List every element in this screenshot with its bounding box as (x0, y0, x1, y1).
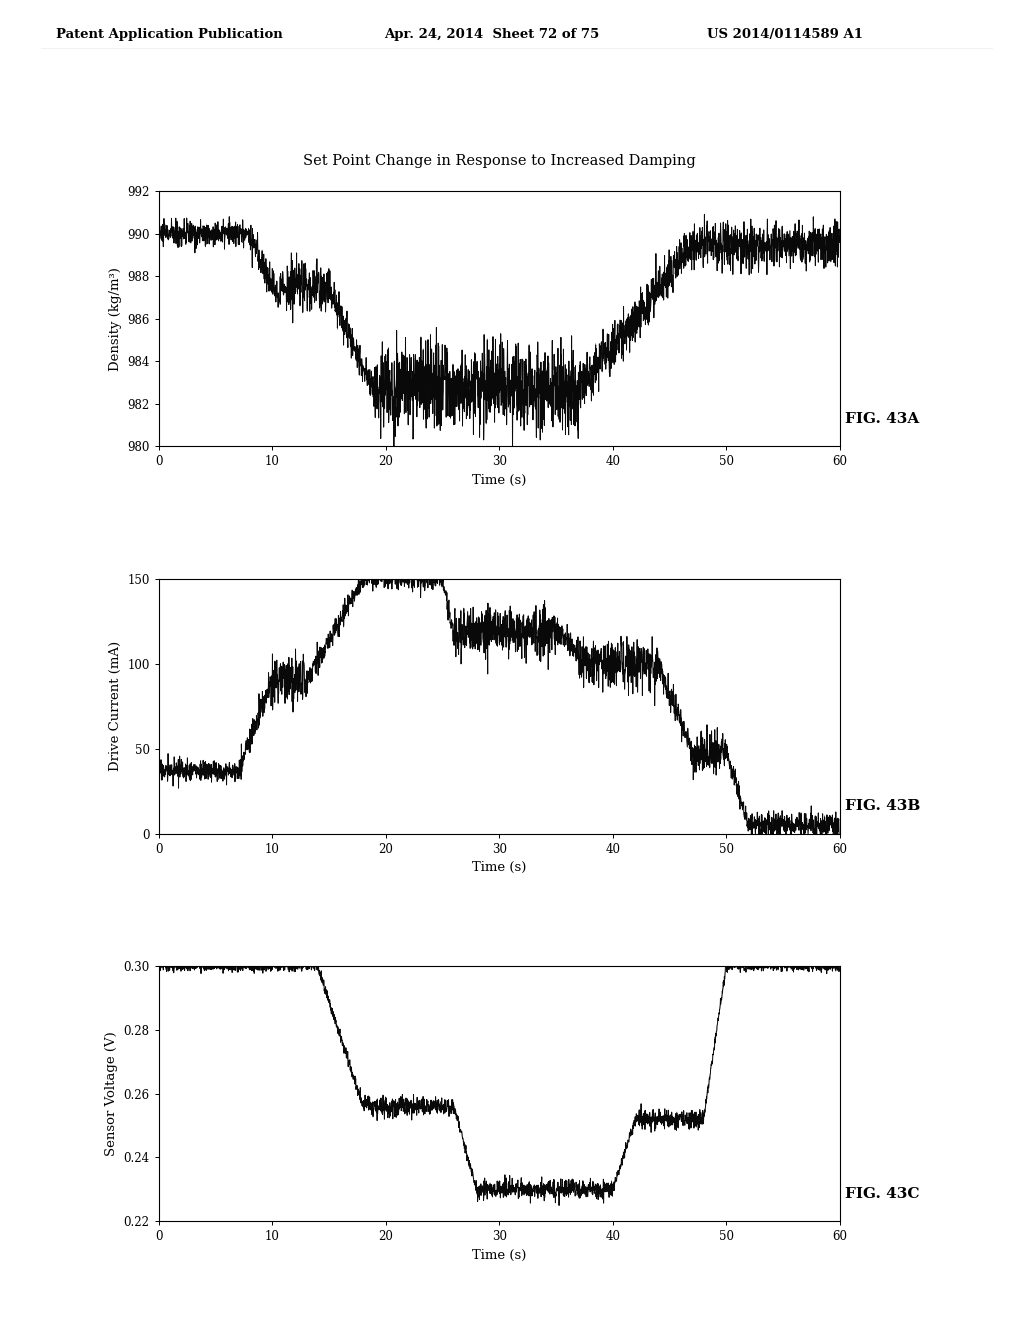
Text: Apr. 24, 2014  Sheet 72 of 75: Apr. 24, 2014 Sheet 72 of 75 (384, 28, 599, 41)
X-axis label: Time (s): Time (s) (472, 861, 526, 874)
Text: Patent Application Publication: Patent Application Publication (56, 28, 283, 41)
Y-axis label: Sensor Voltage (V): Sensor Voltage (V) (104, 1031, 118, 1156)
Y-axis label: Drive Current (mA): Drive Current (mA) (109, 642, 122, 771)
Text: Set Point Change in Response to Increased Damping: Set Point Change in Response to Increase… (303, 153, 695, 168)
Text: FIG. 43A: FIG. 43A (845, 412, 920, 426)
Text: FIG. 43C: FIG. 43C (845, 1187, 920, 1201)
Y-axis label: Density (kg/m³): Density (kg/m³) (109, 267, 122, 371)
Text: FIG. 43B: FIG. 43B (845, 799, 921, 813)
Text: US 2014/0114589 A1: US 2014/0114589 A1 (707, 28, 862, 41)
X-axis label: Time (s): Time (s) (472, 474, 526, 487)
X-axis label: Time (s): Time (s) (472, 1249, 526, 1262)
